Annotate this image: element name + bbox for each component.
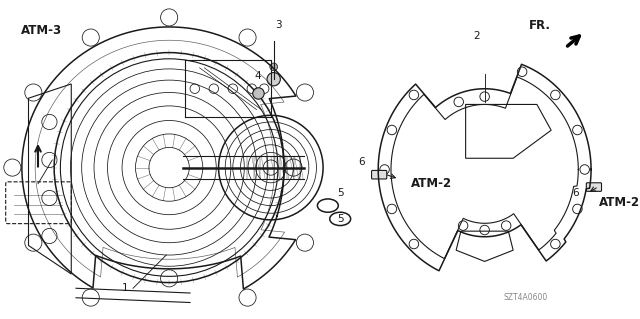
Circle shape (267, 72, 280, 86)
Text: 2: 2 (473, 32, 480, 41)
Circle shape (253, 88, 264, 99)
Text: 4: 4 (255, 71, 261, 81)
FancyBboxPatch shape (586, 183, 602, 191)
Text: 6: 6 (358, 157, 365, 167)
Text: 5: 5 (337, 214, 344, 224)
Text: 6: 6 (572, 188, 579, 198)
Text: ATM-3: ATM-3 (21, 24, 62, 37)
Text: ATM-2: ATM-2 (410, 177, 452, 190)
Text: SZT4A0600: SZT4A0600 (504, 293, 548, 302)
Text: ATM-2: ATM-2 (598, 196, 640, 209)
Text: 3: 3 (276, 20, 282, 30)
Text: FR.: FR. (529, 19, 551, 32)
FancyBboxPatch shape (372, 170, 387, 179)
Circle shape (270, 63, 278, 70)
Text: 5: 5 (337, 188, 344, 198)
Text: 1: 1 (122, 283, 128, 293)
